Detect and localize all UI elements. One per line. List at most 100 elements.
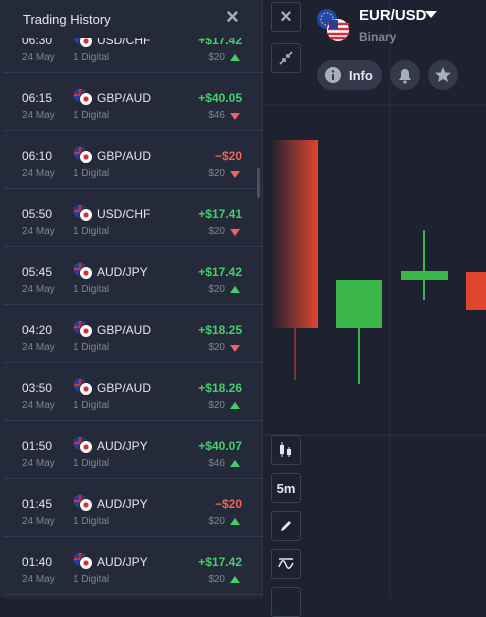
pair-flags — [73, 552, 93, 570]
pair-flags — [73, 146, 93, 164]
trade-profit: +$40.05 — [198, 91, 242, 105]
more-button[interactable] — [271, 587, 301, 617]
trade-pair: USD/CHF — [97, 38, 151, 47]
info-icon — [325, 67, 341, 83]
direction-arrow — [230, 460, 240, 467]
trade-kind: 1 Digital — [73, 284, 110, 295]
trade-time: 01:40 — [22, 555, 53, 569]
pair-flags — [73, 494, 93, 512]
direction-arrow — [230, 113, 240, 120]
trade-kind: 1 Digital — [73, 52, 110, 63]
trade-amount: $20 — [208, 400, 225, 411]
trade-profit: +$17.41 — [198, 207, 242, 221]
trade-profit: +$40.07 — [198, 439, 242, 453]
trade-row[interactable]: 06:30 24 May USD/CHF 1 Digital +$17.42 $20 — [4, 38, 262, 73]
trade-kind: 1 Digital — [73, 342, 110, 353]
scrollbar[interactable] — [257, 168, 260, 198]
trade-time: 06:15 — [22, 91, 53, 105]
pencil-icon — [281, 521, 291, 531]
timeframe-button[interactable]: 5m — [271, 473, 301, 503]
trade-date: 24 May — [22, 400, 55, 411]
trade-amount: $20 — [208, 516, 225, 527]
asset-name[interactable]: EUR/USD — [359, 7, 427, 24]
trade-amount: $20 — [208, 52, 225, 63]
favorite-button[interactable] — [428, 60, 458, 90]
collapse-button[interactable] — [271, 43, 301, 73]
trade-pair: USD/CHF — [97, 207, 151, 221]
trade-row[interactable]: 05:45 24 May AUD/JPY 1 Digital +$17.42 $20 — [4, 246, 262, 305]
trade-pair: GBP/AUD — [97, 323, 152, 337]
trade-amount: $46 — [208, 110, 225, 121]
trade-time: 03:50 — [22, 381, 53, 395]
trade-list: 06:30 24 May USD/CHF 1 Digital +$17.42 $20 06:… — [0, 38, 262, 598]
trade-amount: $20 — [208, 574, 225, 585]
trade-profit: −$20 — [214, 149, 242, 163]
chart-type-button[interactable] — [271, 435, 301, 465]
pair-flags — [73, 38, 93, 48]
asset-kind: Binary — [359, 30, 397, 44]
trading-history-panel: 06:30 24 May USD/CHF 1 Digital +$17.42 $20 06:… — [0, 0, 263, 598]
trade-row[interactable]: 01:50 24 May AUD/JPY 1 Digital +$40.07 $46 — [4, 420, 262, 479]
trade-amount: $46 — [208, 458, 225, 469]
trade-amount: $20 — [208, 168, 225, 179]
pair-flags — [73, 320, 93, 338]
chart-area — [262, 0, 486, 598]
alerts-button[interactable] — [390, 60, 420, 90]
trade-date: 24 May — [22, 574, 55, 585]
trade-amount: $20 — [208, 342, 225, 353]
trade-date: 24 May — [22, 110, 55, 121]
trade-date: 24 May — [22, 284, 55, 295]
indicators-button[interactable] — [271, 549, 301, 579]
candles-icon — [280, 442, 291, 457]
trade-kind: 1 Digital — [73, 168, 110, 179]
trade-row[interactable]: 06:10 24 May GBP/AUD 1 Digital −$20 $20 — [4, 130, 262, 189]
candle — [401, 271, 448, 280]
trade-pair: GBP/AUD — [97, 381, 152, 395]
trade-row[interactable]: 01:45 24 May AUD/JPY 1 Digital −$20 $20 — [4, 478, 262, 537]
trade-kind: 1 Digital — [73, 400, 110, 411]
trade-row[interactable]: 01:40 24 May AUD/JPY 1 Digital +$17.42 $20 — [4, 536, 262, 595]
trade-profit: +$18.25 — [198, 323, 242, 337]
collapse-icon — [279, 51, 293, 65]
dropdown-caret[interactable] — [425, 11, 437, 19]
direction-arrow — [230, 518, 240, 525]
trade-date: 24 May — [22, 458, 55, 469]
trade-profit: −$20 — [214, 497, 242, 511]
draw-button[interactable] — [271, 511, 301, 541]
direction-arrow — [230, 54, 240, 61]
trade-time: 01:45 — [22, 497, 53, 511]
pair-flags — [73, 204, 93, 222]
direction-arrow — [230, 402, 240, 409]
trade-date: 24 May — [22, 52, 55, 63]
pair-flags — [73, 436, 93, 454]
trade-date: 24 May — [22, 516, 55, 527]
direction-arrow — [230, 345, 240, 352]
indicator-icon — [278, 558, 294, 569]
direction-arrow — [230, 576, 240, 583]
close-button[interactable]: × — [226, 4, 239, 29]
trade-amount: $20 — [208, 226, 225, 237]
info-button[interactable]: Info — [317, 60, 382, 90]
candle — [466, 272, 486, 310]
trade-row[interactable]: 06:15 24 May GBP/AUD 1 Digital +$40.05 $46 — [4, 72, 262, 131]
star-icon — [435, 67, 451, 82]
trade-kind: 1 Digital — [73, 458, 110, 469]
trade-time: 04:20 — [22, 323, 53, 337]
close-chart-button[interactable]: × — [271, 2, 301, 32]
trade-row[interactable]: 05:50 24 May USD/CHF 1 Digital +$17.41 $20 — [4, 188, 262, 247]
trade-time: 05:50 — [22, 207, 53, 221]
asset-flags — [317, 9, 349, 41]
bell-icon — [399, 69, 411, 84]
trade-pair: AUD/JPY — [97, 439, 148, 453]
trade-row[interactable]: 03:50 24 May GBP/AUD 1 Digital +$18.26 $20 — [4, 362, 262, 421]
trade-time: 06:10 — [22, 149, 53, 163]
candle — [270, 140, 318, 328]
trade-kind: 1 Digital — [73, 516, 110, 527]
trade-pair: AUD/JPY — [97, 497, 148, 511]
trade-kind: 1 Digital — [73, 574, 110, 585]
trade-row[interactable]: 04:20 24 May GBP/AUD 1 Digital +$18.25 $20 — [4, 304, 262, 363]
trade-profit: +$17.42 — [198, 265, 242, 279]
trade-amount: $20 — [208, 284, 225, 295]
trade-kind: 1 Digital — [73, 110, 110, 121]
